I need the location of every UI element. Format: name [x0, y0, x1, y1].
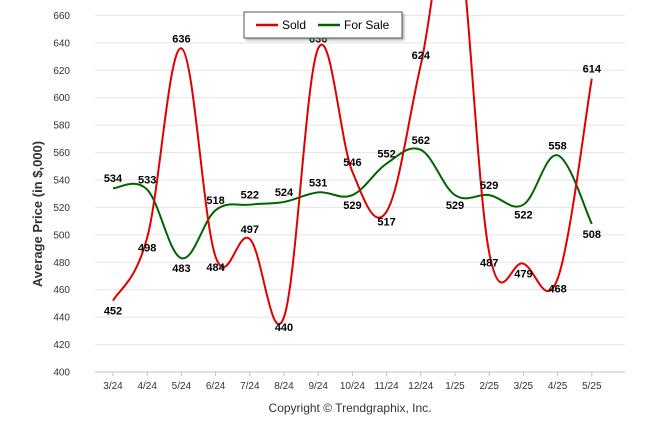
data-label-for-sale: 533	[138, 175, 156, 187]
data-label-sold: 497	[241, 224, 259, 236]
legend: Sold For Sale	[243, 11, 403, 39]
x-tick-label: 11/24	[374, 381, 399, 392]
data-label-for-sale: 524	[275, 187, 294, 199]
data-label-sold: 487	[480, 258, 498, 270]
x-tick-label: 5/24	[172, 381, 192, 392]
data-label-for-sale: 522	[241, 190, 259, 202]
y-tick-label: 640	[53, 38, 70, 49]
x-tick-label: 3/24	[103, 381, 123, 392]
data-label-sold: 484	[206, 262, 225, 274]
y-tick-label: 500	[53, 230, 70, 241]
y-tick-label: 600	[53, 93, 70, 104]
data-label-for-sale: 558	[548, 140, 566, 152]
data-label-for-sale: 529	[446, 200, 464, 212]
legend-label-for-sale: For Sale	[344, 18, 390, 32]
data-label-for-sale: 552	[377, 149, 395, 161]
x-tick-label: 8/24	[274, 381, 294, 392]
x-tick-label: 4/25	[548, 381, 568, 392]
copyright-footer: Copyright © Trendgraphix, Inc.	[269, 401, 432, 415]
y-tick-label: 540	[53, 176, 70, 187]
data-label-for-sale: 534	[104, 173, 123, 185]
x-tick-label: 10/24	[340, 381, 365, 392]
x-tick-label: 6/24	[206, 381, 226, 392]
data-labels: 4524986364844974406365465176247334874794…	[104, 33, 602, 334]
x-tick-label: 1/25	[445, 381, 465, 392]
y-tick-label: 460	[53, 285, 70, 296]
y-tick-label: 400	[53, 368, 70, 379]
series-lines	[112, 0, 593, 326]
data-label-sold: 440	[275, 322, 293, 334]
x-tick-label: 4/24	[137, 381, 157, 392]
y-axis-label: Average Price (in $,000)	[30, 141, 45, 287]
x-tick-label: 9/24	[308, 381, 328, 392]
y-tick-label: 660	[53, 11, 70, 22]
series-line-for-sale	[112, 147, 593, 260]
y-tick-label: 520	[53, 203, 70, 214]
data-label-sold: 498	[138, 243, 156, 255]
data-label-sold: 468	[548, 284, 566, 296]
data-label-sold: 479	[514, 269, 532, 281]
data-label-for-sale: 529	[480, 180, 498, 192]
y-tick-label: 580	[53, 121, 70, 132]
y-tick-label: 620	[53, 66, 70, 77]
data-label-for-sale: 529	[343, 200, 361, 212]
series-line-sold	[112, 0, 593, 326]
data-label-for-sale: 483	[172, 263, 190, 275]
y-tick-label: 480	[53, 258, 70, 269]
x-tick-label: 5/25	[582, 381, 602, 392]
y-tick-label: 560	[53, 148, 70, 159]
data-label-sold: 614	[583, 64, 602, 76]
data-label-for-sale: 531	[309, 177, 327, 189]
data-label-sold: 452	[104, 306, 122, 318]
data-label-for-sale: 522	[514, 210, 532, 222]
legend-label-sold: Sold	[282, 18, 306, 32]
data-label-for-sale: 508	[583, 229, 601, 241]
data-label-for-sale: 518	[206, 195, 224, 207]
data-label-for-sale: 562	[412, 135, 430, 147]
x-tick-label: 7/24	[240, 381, 260, 392]
y-axis-ticks: 400 420 440 460 480 500 520 540 560 580 600 620 640 6…	[53, 11, 70, 379]
data-label-sold: 624	[412, 50, 431, 62]
data-label-sold: 517	[377, 217, 395, 229]
data-label-sold: 546	[343, 157, 361, 169]
x-tick-label: 12/24	[408, 381, 433, 392]
y-tick-label: 420	[53, 340, 70, 351]
y-tick-label: 440	[53, 313, 70, 324]
gridlines	[95, 14, 625, 373]
x-tick-label: 2/25	[479, 381, 499, 392]
x-tick-label: 3/25	[514, 381, 534, 392]
data-label-sold: 636	[172, 33, 190, 45]
x-axis-ticks: 3/24 4/24 5/24 6/24 7/24 8/24 9/24 10/24 11/24 12…	[103, 372, 602, 392]
